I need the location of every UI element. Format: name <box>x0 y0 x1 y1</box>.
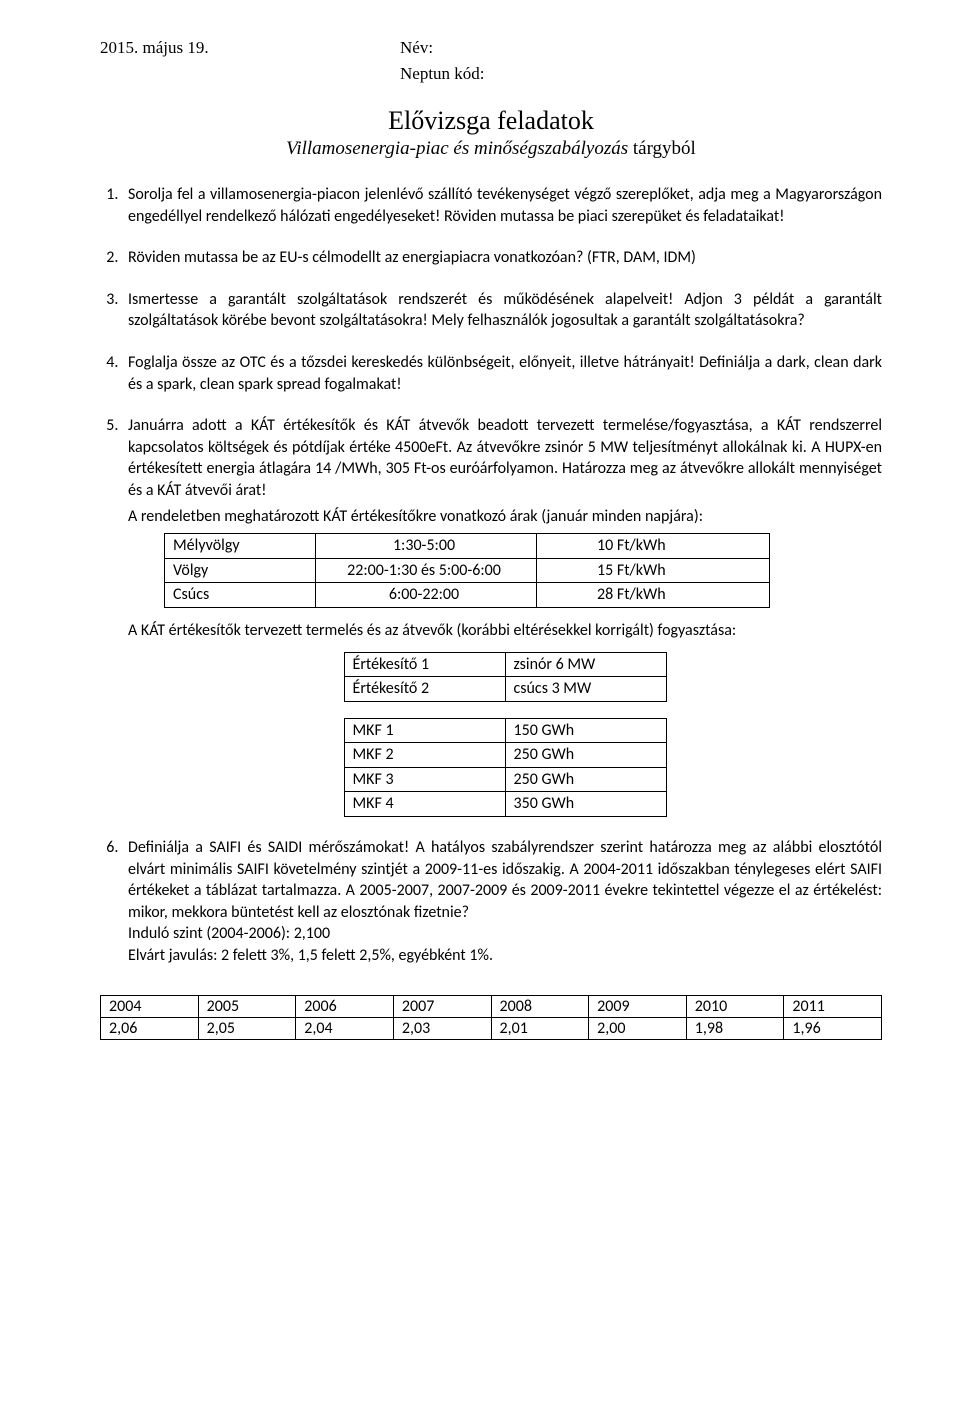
cell: 2010 <box>686 995 784 1017</box>
table-row: Csúcs 6:00-22:00 28 Ft/kWh <box>165 583 770 608</box>
table-row: MKF 1 150 GWh <box>344 718 666 743</box>
cell: 10 Ft/kWh <box>537 534 770 559</box>
seller-table: Értékesítő 1 zsinór 6 MW Értékesítő 2 cs… <box>344 652 667 702</box>
cell: 22:00-1:30 és 5:00-6:00 <box>316 558 537 583</box>
cell: 2008 <box>491 995 589 1017</box>
neptun-label: Neptun kód: <box>400 64 882 84</box>
cell: MKF 3 <box>344 767 505 792</box>
table-row: 2004 2005 2006 2007 2008 2009 2010 2011 <box>101 995 882 1017</box>
cell: 350 GWh <box>505 792 666 817</box>
name-label: Név: <box>400 38 433 58</box>
question-3: Ismertesse a garantált szolgáltatások re… <box>122 289 882 332</box>
cell: 250 GWh <box>505 767 666 792</box>
question-1: Sorolja fel a villamosenergia-piacon jel… <box>122 184 882 227</box>
question-5-intro: Januárra adott a KÁT értékesítők és KÁT … <box>128 416 882 500</box>
table-row: Értékesítő 2 csúcs 3 MW <box>344 677 666 702</box>
tariff-table: Mélyvölgy 1:30-5:00 10 Ft/kWh Völgy 22:0… <box>164 533 770 608</box>
cell: 1,98 <box>686 1017 784 1039</box>
cell: 28 Ft/kWh <box>537 583 770 608</box>
cell: MKF 4 <box>344 792 505 817</box>
question-3-text: Ismertesse a garantált szolgáltatások re… <box>128 290 882 331</box>
cell: MKF 2 <box>344 743 505 768</box>
cell: 6:00-22:00 <box>316 583 537 608</box>
cell: zsinór 6 MW <box>505 652 666 677</box>
question-2-text: Röviden mutassa be az EU-s célmodellt az… <box>128 248 696 267</box>
question-list: Sorolja fel a villamosenergia-piacon jel… <box>100 184 882 967</box>
mkf-table: MKF 1 150 GWh MKF 2 250 GWh MKF 3 250 GW… <box>344 718 667 817</box>
cell: csúcs 3 MW <box>505 677 666 702</box>
cell: 1:30-5:00 <box>316 534 537 559</box>
cell: Mélyvölgy <box>165 534 316 559</box>
table-row: MKF 3 250 GWh <box>344 767 666 792</box>
cell: 2004 <box>101 995 199 1017</box>
subtitle-italic: Villamosenergia-piac és minőségszabályoz… <box>286 138 628 159</box>
cell: Értékesítő 2 <box>344 677 505 702</box>
table-center-wrap: Értékesítő 1 zsinór 6 MW Értékesítő 2 cs… <box>128 646 882 818</box>
cell: 15 Ft/kWh <box>537 558 770 583</box>
cell: 2007 <box>393 995 491 1017</box>
cell: 2009 <box>589 995 687 1017</box>
question-6-line2: Induló szint (2004-2006): 2,100 <box>128 923 882 945</box>
question-5: Januárra adott a KÁT értékesítők és KÁT … <box>122 415 882 817</box>
header-row: 2015. május 19. Név: <box>100 38 882 58</box>
cell: 250 GWh <box>505 743 666 768</box>
page-title: Elővizsga feladatok <box>100 106 882 136</box>
table-row: MKF 4 350 GWh <box>344 792 666 817</box>
cell: 150 GWh <box>505 718 666 743</box>
cell: MKF 1 <box>344 718 505 743</box>
subtitle-rest: tárgyból <box>628 138 696 159</box>
page-subtitle: Villamosenergia-piac és minőségszabályoz… <box>100 138 882 160</box>
cell: 2,03 <box>393 1017 491 1039</box>
document-page: 2015. május 19. Név: Neptun kód: Elővizs… <box>0 0 960 1080</box>
question-2: Röviden mutassa be az EU-s célmodellt az… <box>122 247 882 269</box>
table-row: Völgy 22:00-1:30 és 5:00-6:00 15 Ft/kWh <box>165 558 770 583</box>
question-6-text: Definiálja a SAIFI és SAIDI mérőszámokat… <box>128 837 882 923</box>
cell: 1,96 <box>784 1017 882 1039</box>
table-row: Értékesítő 1 zsinór 6 MW <box>344 652 666 677</box>
table-row: 2,06 2,05 2,04 2,03 2,01 2,00 1,98 1,96 <box>101 1017 882 1039</box>
table-row: Mélyvölgy 1:30-5:00 10 Ft/kWh <box>165 534 770 559</box>
question-4: Foglalja össze az OTC és a tőzsdei keres… <box>122 352 882 395</box>
cell: Értékesítő 1 <box>344 652 505 677</box>
exam-date: 2015. május 19. <box>100 38 400 58</box>
cell: 2,04 <box>296 1017 394 1039</box>
cell: 2006 <box>296 995 394 1017</box>
question-4-text: Foglalja össze az OTC és a tőzsdei keres… <box>128 353 882 394</box>
cell: 2,05 <box>198 1017 296 1039</box>
cell: 2,00 <box>589 1017 687 1039</box>
question-6-line3: Elvárt javulás: 2 felett 3%, 1,5 felett … <box>128 945 882 967</box>
cell: 2,06 <box>101 1017 199 1039</box>
question-5-sub1: A rendeletben meghatározott KÁT értékesí… <box>128 506 882 528</box>
cell: 2011 <box>784 995 882 1017</box>
cell: 2,01 <box>491 1017 589 1039</box>
cell: 2005 <box>198 995 296 1017</box>
cell: Csúcs <box>165 583 316 608</box>
table-row: MKF 2 250 GWh <box>344 743 666 768</box>
question-5-sub2: A KÁT értékesítők tervezett termelés és … <box>128 620 882 642</box>
cell: Völgy <box>165 558 316 583</box>
saifi-table: 2004 2005 2006 2007 2008 2009 2010 2011 … <box>100 995 882 1040</box>
question-1-text: Sorolja fel a villamosenergia-piacon jel… <box>128 185 882 226</box>
question-6: Definiálja a SAIFI és SAIDI mérőszámokat… <box>122 837 882 967</box>
